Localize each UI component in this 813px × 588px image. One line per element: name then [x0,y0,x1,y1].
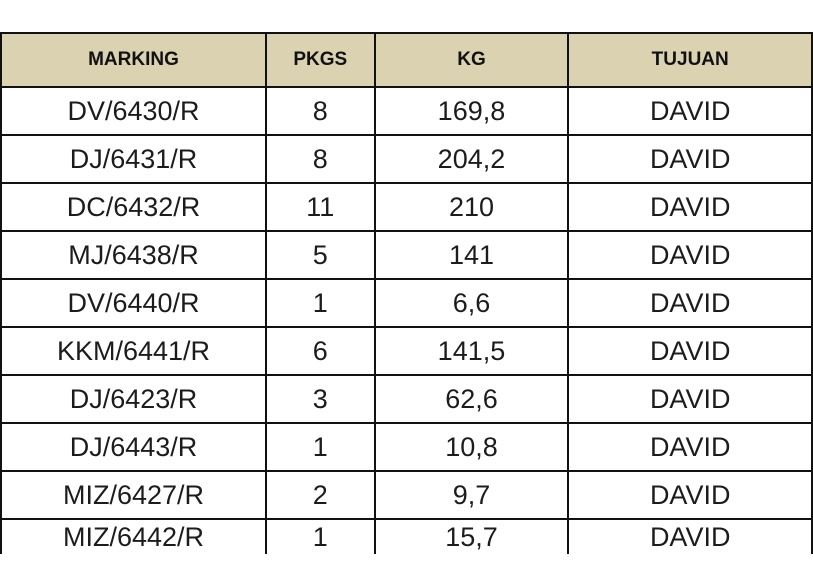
tujuan-cell: DAVID [567,182,813,232]
table-row: KKM/6441/R 6 141,5 DAVID [0,326,813,376]
kg-cell: 204,2 [373,134,570,184]
table-row: DV/6440/R 1 6,6 DAVID [0,278,813,328]
tujuan-cell: DAVID [567,230,813,280]
tujuan-cell: DAVID [567,470,813,520]
tujuan-cell: DAVID [567,518,813,554]
pkgs-cell: 3 [265,374,376,424]
pkgs-cell: 2 [265,470,376,520]
table-row: MJ/6438/R 5 141 DAVID [0,230,813,280]
pkgs-cell: 1 [265,278,376,328]
kg-cell: 169,8 [373,86,570,136]
table-row: MIZ/6427/R 2 9,7 DAVID [0,470,813,520]
marking-cell: DV/6440/R [0,278,268,328]
marking-cell: DJ/6431/R [0,134,268,184]
header-pkgs: PKGS [265,32,376,88]
kg-cell: 10,8 [373,422,570,472]
table-row: DV/6430/R 8 169,8 DAVID [0,86,813,136]
marking-cell: MIZ/6427/R [0,470,268,520]
shipment-table: MARKING PKGS KG TUJUAN DV/6430/R 8 169,8… [0,32,813,554]
kg-cell: 15,7 [373,518,570,554]
pkgs-cell: 1 [265,422,376,472]
tujuan-cell: DAVID [567,422,813,472]
header-tujuan: TUJUAN [567,32,813,88]
kg-cell: 210 [373,182,570,232]
kg-cell: 62,6 [373,374,570,424]
marking-cell: DC/6432/R [0,182,268,232]
kg-cell: 141 [373,230,570,280]
marking-cell: DJ/6423/R [0,374,268,424]
marking-cell: DJ/6443/R [0,422,268,472]
tujuan-cell: DAVID [567,86,813,136]
table-row: MIZ/6442/R 1 15,7 DAVID [0,518,813,554]
pkgs-cell: 11 [265,182,376,232]
header-kg: KG [373,32,570,88]
marking-cell: KKM/6441/R [0,326,268,376]
pkgs-cell: 6 [265,326,376,376]
table-row: DJ/6423/R 3 62,6 DAVID [0,374,813,424]
tujuan-cell: DAVID [567,374,813,424]
marking-cell: DV/6430/R [0,86,268,136]
tujuan-cell: DAVID [567,278,813,328]
kg-cell: 6,6 [373,278,570,328]
kg-cell: 9,7 [373,470,570,520]
marking-cell: MJ/6438/R [0,230,268,280]
header-marking: MARKING [0,32,268,88]
pkgs-cell: 8 [265,134,376,184]
tujuan-cell: DAVID [567,326,813,376]
tujuan-cell: DAVID [567,134,813,184]
pkgs-cell: 8 [265,86,376,136]
kg-cell: 141,5 [373,326,570,376]
table-row: DJ/6431/R 8 204,2 DAVID [0,134,813,184]
header-row: MARKING PKGS KG TUJUAN [0,32,813,88]
table-row: DC/6432/R 11 210 DAVID [0,182,813,232]
marking-cell: MIZ/6442/R [0,518,268,554]
table-row: DJ/6443/R 1 10,8 DAVID [0,422,813,472]
pkgs-cell: 5 [265,230,376,280]
pkgs-cell: 1 [265,518,376,554]
